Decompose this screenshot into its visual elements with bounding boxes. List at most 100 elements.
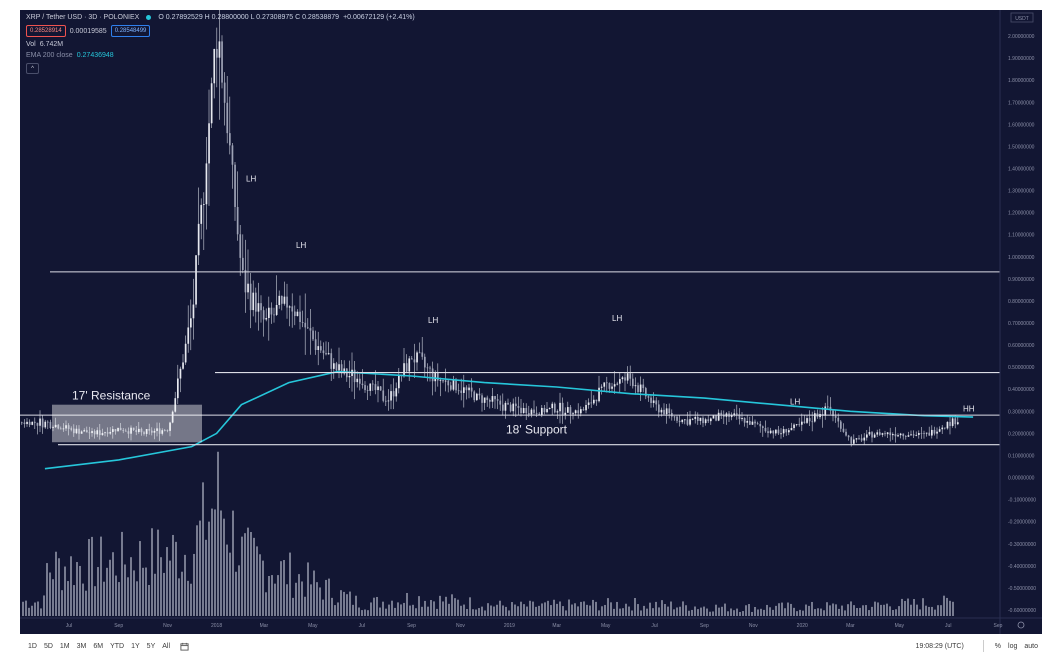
candle-body xyxy=(665,408,668,415)
candle-body xyxy=(47,421,49,423)
date-tick-label: Nov xyxy=(163,623,172,629)
candle-body xyxy=(210,83,213,124)
volume-bar xyxy=(637,604,639,616)
date-axis[interactable]: Jul Sep Nov 2018 Mar May Jul Sep Nov 2019 Mar May Ju… xyxy=(20,617,1042,629)
timeframe-button[interactable]: 5D xyxy=(43,642,53,650)
volume-bar xyxy=(802,610,804,616)
candle-body xyxy=(359,378,361,384)
candle-body xyxy=(556,411,559,413)
volume-bar xyxy=(55,551,57,616)
ema-label[interactable]: EMA 200 close xyxy=(26,52,73,59)
symbol-title[interactable]: XRP / Tether USD · 3D · POLONIEX xyxy=(26,14,140,21)
volume-bar xyxy=(835,604,837,616)
timeframe-button[interactable]: 5Y xyxy=(146,642,156,650)
candle-body xyxy=(949,421,951,426)
volume-bar xyxy=(220,510,222,616)
percent-scale-toggle[interactable]: % xyxy=(994,642,1002,650)
candle-body xyxy=(494,396,496,400)
candle-body xyxy=(554,403,556,413)
timeframe-button[interactable]: 3M xyxy=(76,642,87,650)
candle-body xyxy=(798,424,801,426)
utc-time[interactable]: 19:08:29 (UTC) xyxy=(915,642,964,650)
resistance-zone[interactable] xyxy=(52,404,202,443)
auto-scale-toggle[interactable]: auto xyxy=(1024,642,1038,650)
price-tick-label: 2.00000000 xyxy=(1008,34,1035,40)
candle-body xyxy=(871,432,873,438)
volume-bar xyxy=(490,605,492,616)
candle-body xyxy=(569,407,572,415)
candle-body xyxy=(611,386,613,389)
collapse-legend-icon[interactable]: ^ xyxy=(26,63,39,74)
volume-bar xyxy=(889,606,891,616)
price-tick-label: 0.20000000 xyxy=(1008,431,1035,437)
volume-bar xyxy=(28,607,30,616)
candle-body xyxy=(455,379,457,391)
candle-body xyxy=(808,418,811,422)
volume-bar xyxy=(115,575,117,616)
candle-body xyxy=(143,432,145,434)
log-scale-toggle[interactable]: log xyxy=(1008,642,1018,650)
candle-body xyxy=(382,390,385,401)
ask-price[interactable]: 0.28548499 xyxy=(110,25,151,37)
candle-body xyxy=(642,384,645,389)
volume-bar xyxy=(868,610,870,616)
timeframe-button[interactable]: 1Y xyxy=(131,642,140,650)
candle-body xyxy=(327,353,330,355)
timeframe-button[interactable]: YTD xyxy=(110,642,125,650)
candle-body xyxy=(125,430,127,432)
calendar-icon[interactable] xyxy=(180,642,189,651)
timeframe-button[interactable]: 6M xyxy=(93,642,104,650)
volume-bar xyxy=(583,601,585,616)
candle-body xyxy=(481,395,483,403)
price-tick-label: 1.90000000 xyxy=(1008,56,1035,62)
volume-bars xyxy=(22,451,954,616)
volume-bar xyxy=(46,563,48,616)
candle-body xyxy=(795,424,798,426)
candle-body xyxy=(561,402,564,415)
price-axis[interactable]: USDT 2.00000000 1.90000000 1.80000000 1.7000… xyxy=(999,10,1042,634)
candle-body xyxy=(694,416,697,419)
volume-bar xyxy=(847,604,849,616)
volume-bar xyxy=(376,596,378,616)
timeframe-list: 1D 5D 1M 3M 6M YTD 1Y 5Y All xyxy=(28,643,170,650)
volume-label: Vol xyxy=(26,41,36,48)
volume-bar xyxy=(661,600,663,616)
candle-body xyxy=(283,296,286,304)
candle-body xyxy=(229,133,231,146)
price-tick-label: 0.90000000 xyxy=(1008,277,1035,283)
bid-price[interactable]: 0.28528914 xyxy=(26,25,66,37)
candle-body xyxy=(312,330,314,340)
candle-body xyxy=(920,432,923,434)
candle-body xyxy=(899,433,902,436)
candle-body xyxy=(317,346,320,350)
candle-body xyxy=(23,422,26,425)
candle-body xyxy=(842,428,845,432)
candle-body xyxy=(457,390,460,392)
candle-body xyxy=(226,102,229,134)
volume-bar xyxy=(853,605,855,616)
volume-bar xyxy=(274,583,276,616)
volume-bar xyxy=(697,609,699,616)
volume-bar xyxy=(202,482,204,616)
timeframe-button[interactable]: 1M xyxy=(59,642,70,650)
volume-bar xyxy=(856,608,858,616)
candle-body xyxy=(928,432,931,436)
candle-body xyxy=(478,393,481,396)
date-tick-label: 2018 xyxy=(211,623,222,629)
chart-panel[interactable]: XRP / Tether USD · 3D · POLONIEX O 0.278… xyxy=(20,10,1042,634)
volume-bar xyxy=(442,601,444,616)
timeframe-button[interactable]: All xyxy=(162,642,171,650)
candle-body xyxy=(881,433,884,435)
candle-body xyxy=(509,404,512,412)
volume-bar xyxy=(250,532,252,616)
price-chart[interactable]: 0.931648490.475549370.282715900.14904869… xyxy=(20,10,1042,634)
timeframe-button[interactable]: 1D xyxy=(28,642,37,650)
candle-body xyxy=(840,421,842,429)
candle-body xyxy=(54,424,57,428)
volume-bar xyxy=(559,601,561,616)
candle-body xyxy=(411,358,413,360)
volume-bar xyxy=(640,610,642,616)
candle-body xyxy=(112,429,114,432)
candle-body xyxy=(385,400,387,402)
candle-body xyxy=(876,432,879,435)
